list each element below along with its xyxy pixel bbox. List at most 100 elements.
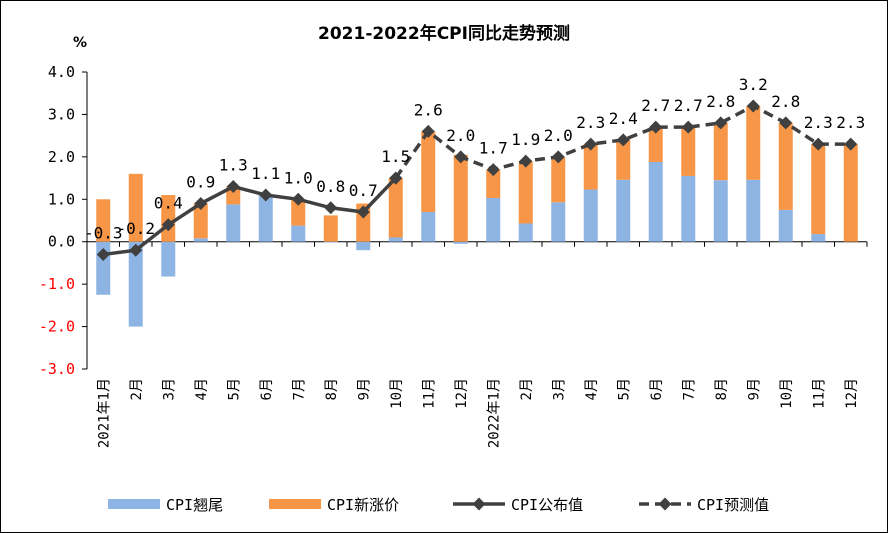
marker-cpi-published	[161, 218, 175, 232]
bar-cpi-tail	[551, 202, 566, 242]
bar-cpi-new	[811, 144, 826, 235]
marker-cpi-published	[324, 201, 338, 215]
legend-cpi-forecast-label: CPI预测值	[697, 496, 769, 514]
x-tick-label: 6月	[259, 378, 275, 400]
bar-cpi-tail	[713, 180, 728, 242]
bar-cpi-tail	[421, 212, 436, 242]
bar-cpi-new	[291, 199, 306, 226]
bar-cpi-tail	[323, 241, 338, 243]
marker-cpi-published	[96, 247, 110, 261]
x-tick-label: 2022年1月	[486, 378, 502, 448]
x-tick-label: 4月	[584, 378, 600, 400]
bar-cpi-tail	[226, 204, 241, 242]
bar-cpi-new	[323, 215, 338, 242]
x-tick-label: 2月	[519, 378, 535, 400]
marker-cpi-forecast	[681, 120, 695, 134]
marker-cpi-forecast	[551, 150, 565, 164]
x-tick-label: 10月	[389, 378, 405, 409]
data-label: 2.6	[414, 100, 443, 119]
x-tick-label: 9月	[356, 378, 372, 400]
data-label: 1.9	[511, 130, 540, 149]
marker-cpi-published	[389, 171, 403, 185]
bar-cpi-tail	[291, 225, 306, 242]
data-label: 0.8	[316, 177, 345, 196]
bar-cpi-new	[648, 127, 663, 162]
x-tick-label: 8月	[714, 378, 730, 400]
x-tick-label: 9月	[746, 378, 762, 400]
y-tick-label: -3.0	[39, 360, 75, 378]
bar-cpi-tail	[583, 189, 598, 242]
bar-cpi-tail	[746, 179, 761, 242]
x-tick-label: 2月	[129, 378, 145, 400]
x-tick-label: 10月	[779, 378, 795, 409]
marker-cpi-published	[226, 180, 240, 194]
data-label: -0.3	[84, 223, 123, 242]
data-label: 0.4	[154, 194, 183, 213]
bar-cpi-tail	[486, 198, 501, 242]
marker-cpi-forecast	[844, 137, 858, 151]
data-label: 2.7	[641, 96, 670, 115]
bar-cpi-tail	[161, 241, 176, 277]
y-tick-label: -2.0	[39, 318, 75, 336]
bar-cpi-new	[778, 122, 793, 210]
data-label: 2.8	[706, 92, 735, 111]
data-label: 2.8	[771, 92, 800, 111]
marker-cpi-forecast	[486, 163, 500, 177]
marker-cpi-published	[356, 205, 370, 219]
data-label: 2.7	[674, 96, 703, 115]
x-tick-label: 7月	[681, 378, 697, 400]
chart-title: 2021-2022年CPI同比走势预测	[318, 23, 570, 44]
data-label: 1.7	[479, 139, 508, 158]
bar-cpi-new	[193, 203, 208, 239]
bar-cpi-tail	[778, 209, 793, 242]
data-label: 1.5	[381, 147, 410, 166]
bar-cpi-new	[551, 156, 566, 203]
x-tick-label: 8月	[324, 378, 340, 400]
bar-cpi-new	[746, 105, 761, 180]
bar-cpi-tail	[616, 179, 631, 242]
bar-cpi-tail	[356, 241, 371, 251]
x-tick-label: 11月	[811, 378, 827, 409]
legend-cpi-new-swatch	[269, 499, 321, 509]
bar-cpi-new	[518, 161, 533, 224]
bar-cpi-new	[453, 154, 468, 242]
bar-cpi-tail	[453, 241, 468, 244]
marker-cpi-forecast	[454, 150, 468, 164]
bar-cpi-tail	[258, 195, 273, 242]
bar-cpi-tail	[388, 237, 403, 242]
data-label: 2.0	[446, 126, 475, 145]
marker-cpi-forecast	[746, 99, 760, 113]
bar-cpi-tail	[681, 175, 696, 242]
legend-cpi-tail-swatch	[108, 499, 160, 509]
x-tick-label: 12月	[844, 378, 860, 409]
x-tick-label: 11月	[421, 378, 437, 409]
x-tick-label: 3月	[551, 378, 567, 400]
y-tick-label: 0.0	[48, 233, 75, 251]
y-tick-label: -1.0	[39, 275, 75, 293]
x-tick-label: 5月	[226, 378, 242, 400]
data-label: 1.3	[219, 156, 248, 175]
data-label: 2.3	[836, 113, 865, 132]
marker-cpi-forecast	[779, 116, 793, 130]
x-tick-label: 12月	[454, 378, 470, 409]
bar-cpi-new	[713, 122, 728, 181]
bar-cpi-tail	[648, 161, 663, 242]
bar-cpi-new	[226, 186, 241, 205]
y-tick-label: 3.0	[48, 105, 75, 123]
y-tick-label: 1.0	[48, 190, 75, 208]
bar-cpi-tail	[811, 234, 826, 242]
bar-cpi-new	[616, 139, 631, 180]
marker-cpi-forecast	[616, 133, 630, 147]
marker-cpi-forecast	[811, 137, 825, 151]
data-label: 2.0	[544, 126, 573, 145]
bar-cpi-new	[486, 169, 501, 199]
legend-cpi-tail-label: CPI翘尾	[166, 496, 223, 514]
bar-cpi-new	[388, 178, 403, 238]
bar-cpi-new	[843, 144, 858, 242]
data-label: 2.3	[576, 113, 605, 132]
marker-cpi-forecast	[714, 116, 728, 130]
bar-cpi-new	[681, 127, 696, 176]
bar-cpi-new	[96, 199, 111, 242]
bar-cpi-tail	[518, 223, 533, 242]
